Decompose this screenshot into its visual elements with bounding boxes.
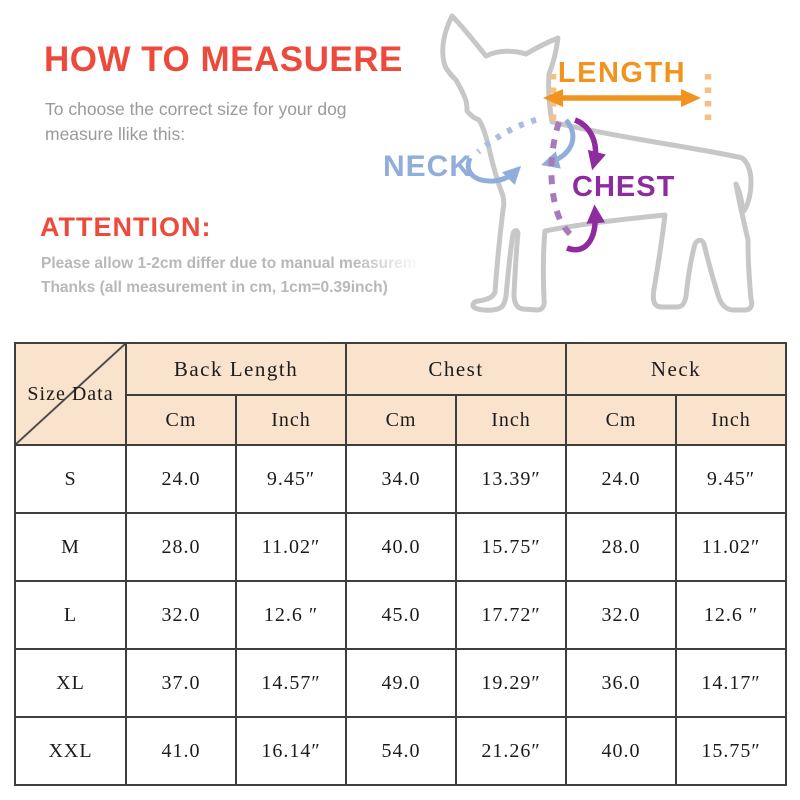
table-cell: 32.0 [125,580,237,650]
table-cell: 12.6 ″ [234,580,348,650]
table-cell: 15.75″ [675,716,788,786]
table-row-m: M 28.0 11.02″ 40.0 15.75″ 28.0 11.02″ [14,512,788,582]
page-title: HOW TO MEASUERE [44,40,403,79]
subtitle-line-2: measure llike this: [45,124,186,145]
table-cell: 40.0 [345,512,458,582]
neck-label: NECK [383,150,472,183]
chest-arrow-upper-icon [573,117,606,171]
measurement-diagram: LENGTH NECK CHEST [383,13,755,313]
table-cell: 54.0 [345,716,458,786]
table-cell: 34.0 [345,444,458,514]
table-cell: 11.02″ [675,512,788,582]
neck-arrow-lower-icon [465,157,522,186]
subtitle: To choose the correct size for your dog … [45,97,347,148]
unit-header-chest-inch: Inch [455,394,568,446]
attention-line-2: Thanks (all measurement in cm, 1cm=0.39i… [41,279,388,297]
attention-line-1: Please allow 1-2cm differ due to manual … [41,255,426,272]
column-header-chest: Chest [345,342,568,396]
chest-label: CHEST [572,171,675,203]
unit-header-neck-inch: Inch [675,394,788,446]
table-cell: 32.0 [565,580,678,650]
table-cell: 14.57″ [234,648,348,718]
size-label: XXL [14,716,127,786]
table-cell: 28.0 [125,512,237,582]
length-arrowhead-right-icon [681,89,701,107]
length-arrowhead-left-icon [543,89,563,107]
table-cell: 16.14″ [234,716,348,786]
table-cell: 24.0 [125,444,237,514]
table-cell: 19.29″ [455,648,568,718]
unit-header-back-cm: Cm [125,394,237,446]
table-cell: 9.45″ [234,444,348,514]
size-data-corner-label: Size Data [14,342,127,446]
subtitle-line-1: To choose the correct size for your dog [45,99,347,119]
table-cell: 45.0 [345,580,458,650]
table-row-xxl: XXL 41.0 16.14″ 54.0 21.26″ 40.0 15.75″ [14,716,788,786]
table-row-l: L 32.0 12.6 ″ 45.0 17.72″ 32.0 12.6 ″ [14,580,788,650]
table-cell: 24.0 [565,444,678,514]
table-cell: 15.75″ [455,512,568,582]
table-cell: 17.72″ [455,580,568,650]
column-header-neck: Neck [565,342,788,396]
table-cell: 9.45″ [675,444,788,514]
size-label: S [14,444,127,514]
table-row-xl: XL 37.0 14.57″ 49.0 19.29″ 36.0 14.17″ [14,648,788,718]
unit-header-neck-cm: Cm [565,394,678,446]
table-cell: 49.0 [345,648,458,718]
table-cell: 37.0 [125,648,237,718]
table-cell: 41.0 [125,716,237,786]
table-cell: 14.17″ [675,648,788,718]
table-cell: 28.0 [565,512,678,582]
size-label: L [14,580,127,650]
table-cell: 13.39″ [455,444,568,514]
table-cell: 21.26″ [455,716,568,786]
table-cell: 12.6 ″ [675,580,788,650]
size-table: Size Data Back Length Chest Neck Cm Inch… [14,342,788,786]
size-label: M [14,512,127,582]
column-header-back-length: Back Length [124,342,348,396]
unit-header-chest-cm: Cm [345,394,458,446]
table-row-s: S 24.0 9.45″ 34.0 13.39″ 24.0 9.45″ [14,444,788,514]
size-label: XL [14,648,127,718]
table-cell: 36.0 [565,648,678,718]
unit-header-back-inch: Inch [234,394,348,446]
text-fade-overlay [352,248,444,276]
table-cell: 40.0 [565,716,678,786]
attention-title: ATTENTION: [40,212,212,242]
chest-dashed-line [548,121,573,237]
length-label: LENGTH [558,57,686,89]
attention-text: Please allow 1-2cm differ due to manual … [41,252,425,300]
table-cell: 11.02″ [234,512,348,582]
chest-arrow-lower-icon [566,204,606,253]
